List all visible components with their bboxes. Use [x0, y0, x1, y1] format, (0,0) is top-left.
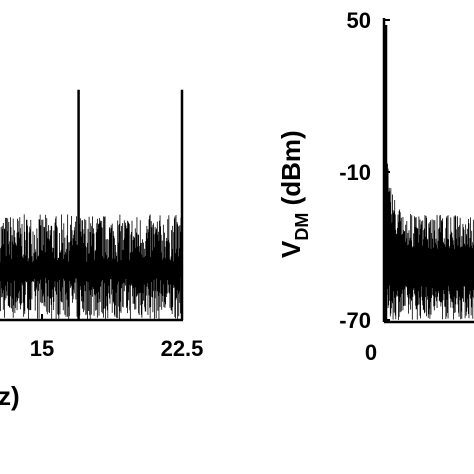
left-x-tick-label-22-5: 22.5 — [161, 336, 204, 361]
right-y-axis-label: VDM (dBm) — [276, 130, 312, 258]
right-noise-path — [386, 163, 474, 320]
left-x-tick-label-15: 15 — [30, 336, 54, 361]
right-noise-trace — [384, 25, 474, 320]
left-noise-path — [0, 214, 182, 320]
left-noise-trace — [0, 89, 184, 320]
right-y-tick-label-50: 50 — [347, 8, 371, 33]
y-label-sub: DM — [292, 213, 312, 241]
y-label-main: V — [276, 240, 306, 258]
right-y-tick-label-neg70: -70 — [339, 308, 371, 333]
right-panel: 50 -10 -70 0 VDM (dBm) — [276, 8, 474, 365]
left-panel: 15 22.5 z) — [0, 89, 204, 411]
right-y-tick-label-neg10: -10 — [339, 160, 371, 185]
right-x-tick-label-0: 0 — [365, 340, 377, 365]
left-x-axis-label: z) — [0, 381, 20, 411]
y-label-unit: (dBm) — [276, 130, 306, 212]
